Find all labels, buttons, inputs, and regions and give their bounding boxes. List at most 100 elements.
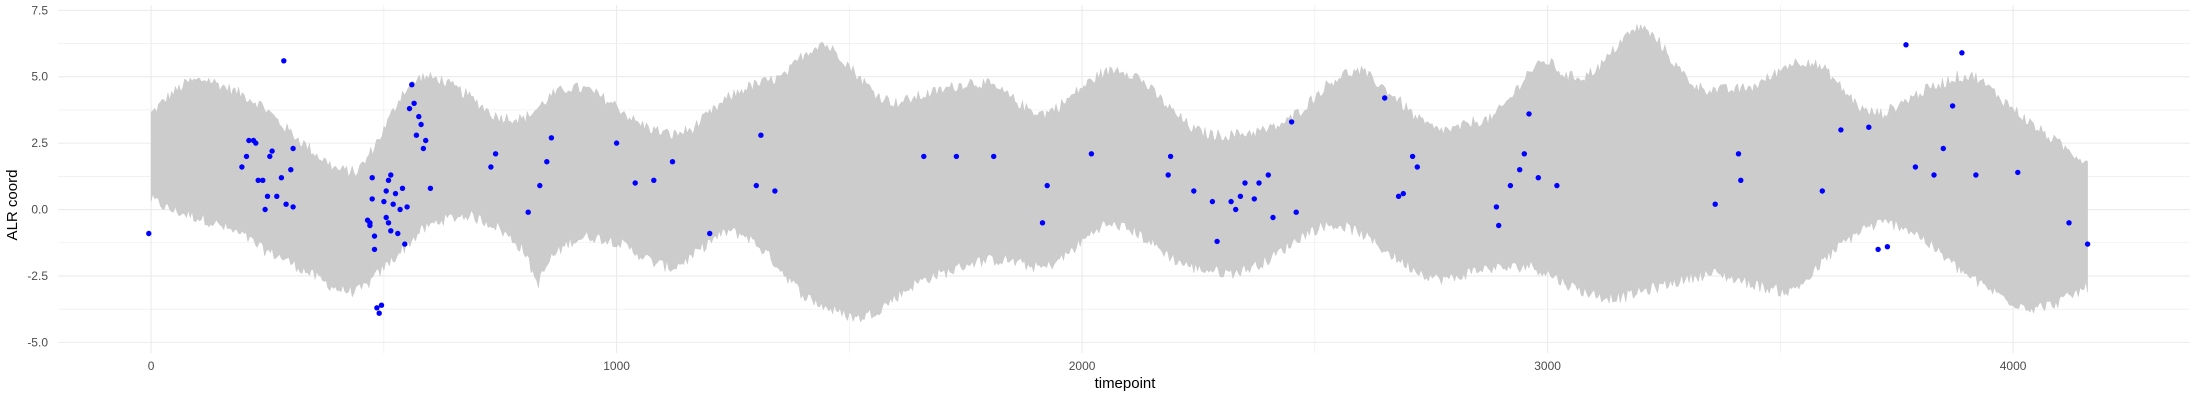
data-point — [1382, 95, 1388, 101]
data-point — [262, 206, 268, 213]
y-axis-tick-labels: -5.0 -2.5 0.0 2.5 5.0 7.5 — [27, 3, 48, 349]
data-point — [288, 167, 294, 173]
data-point — [255, 177, 261, 183]
data-point — [413, 132, 420, 138]
data-point — [376, 310, 382, 316]
data-point — [369, 196, 375, 202]
data-point — [544, 159, 550, 165]
data-point — [264, 193, 271, 199]
data-point — [1819, 188, 1826, 194]
data-point — [395, 230, 401, 237]
data-point — [392, 190, 399, 197]
data-point — [290, 145, 296, 152]
data-point — [406, 105, 413, 112]
data-point — [772, 188, 778, 194]
data-point — [246, 137, 252, 144]
x-axis-title: timepoint — [1095, 375, 1157, 392]
data-point — [381, 198, 387, 205]
data-point — [1191, 188, 1197, 194]
data-point — [411, 100, 417, 107]
data-point — [416, 113, 422, 120]
data-point — [1228, 198, 1234, 205]
data-point — [1838, 127, 1844, 133]
data-point — [1044, 182, 1050, 189]
data-point — [1165, 172, 1171, 178]
data-point — [632, 180, 638, 186]
data-point — [1395, 193, 1402, 199]
data-point — [409, 82, 415, 88]
data-point — [1293, 209, 1299, 215]
data-point — [369, 175, 375, 181]
data-point — [1167, 153, 1174, 160]
data-point — [427, 185, 434, 191]
data-point — [399, 185, 406, 191]
data-point — [367, 220, 373, 226]
data-point — [1209, 198, 1216, 205]
data-point — [385, 177, 392, 183]
data-point — [404, 204, 410, 210]
data-point — [1884, 244, 1891, 250]
data-point — [383, 188, 389, 194]
data-point — [1931, 172, 1937, 178]
data-point — [492, 151, 499, 157]
data-point — [669, 159, 676, 165]
data-point — [281, 58, 287, 64]
x-tick-label: 2000 — [1069, 359, 1096, 373]
data-point — [243, 153, 250, 160]
data-point — [390, 201, 396, 207]
data-point — [388, 228, 394, 234]
data-point — [274, 193, 280, 199]
data-point — [371, 233, 378, 239]
data-point — [2015, 169, 2021, 176]
data-point — [420, 145, 427, 152]
data-point — [991, 153, 997, 160]
data-point — [1526, 111, 1532, 117]
x-tick-label: 0 — [148, 359, 155, 373]
data-point — [267, 153, 273, 160]
data-point — [1521, 151, 1528, 157]
data-point — [378, 302, 385, 308]
data-point — [1875, 246, 1881, 253]
data-point — [371, 246, 378, 253]
data-point — [253, 140, 259, 146]
data-point — [418, 121, 424, 128]
data-point — [537, 182, 543, 189]
data-point — [283, 201, 289, 207]
data-point — [1712, 201, 1718, 207]
data-point — [385, 220, 392, 226]
y-tick-label: 7.5 — [31, 3, 48, 17]
y-tick-label: 5.0 — [31, 70, 48, 84]
data-point — [1256, 180, 1262, 186]
data-point — [707, 230, 713, 237]
data-point — [269, 148, 275, 154]
data-point — [1409, 153, 1416, 160]
data-point — [1940, 145, 1947, 152]
data-point — [1949, 103, 1956, 109]
data-point — [953, 153, 960, 160]
data-point — [1496, 222, 1502, 229]
data-point — [1507, 182, 1514, 189]
data-point — [1233, 206, 1239, 213]
data-point — [1735, 151, 1742, 157]
data-point — [1270, 214, 1276, 221]
data-point — [758, 132, 764, 138]
data-point — [1517, 167, 1523, 173]
data-point — [2084, 241, 2091, 247]
data-point — [2066, 220, 2072, 226]
data-point — [1214, 238, 1220, 245]
data-point — [402, 241, 408, 247]
data-point — [1237, 193, 1244, 199]
data-point — [1493, 204, 1500, 210]
data-point — [525, 209, 531, 215]
y-axis-title: ALR coord — [4, 170, 21, 241]
data-point — [1288, 119, 1295, 125]
data-point — [239, 164, 245, 170]
data-point — [383, 214, 389, 221]
data-point — [1866, 124, 1872, 130]
data-point — [1251, 196, 1258, 202]
data-point — [1414, 164, 1421, 170]
data-point — [1738, 177, 1744, 183]
y-tick-label: 2.5 — [31, 136, 48, 150]
data-point — [488, 164, 494, 170]
